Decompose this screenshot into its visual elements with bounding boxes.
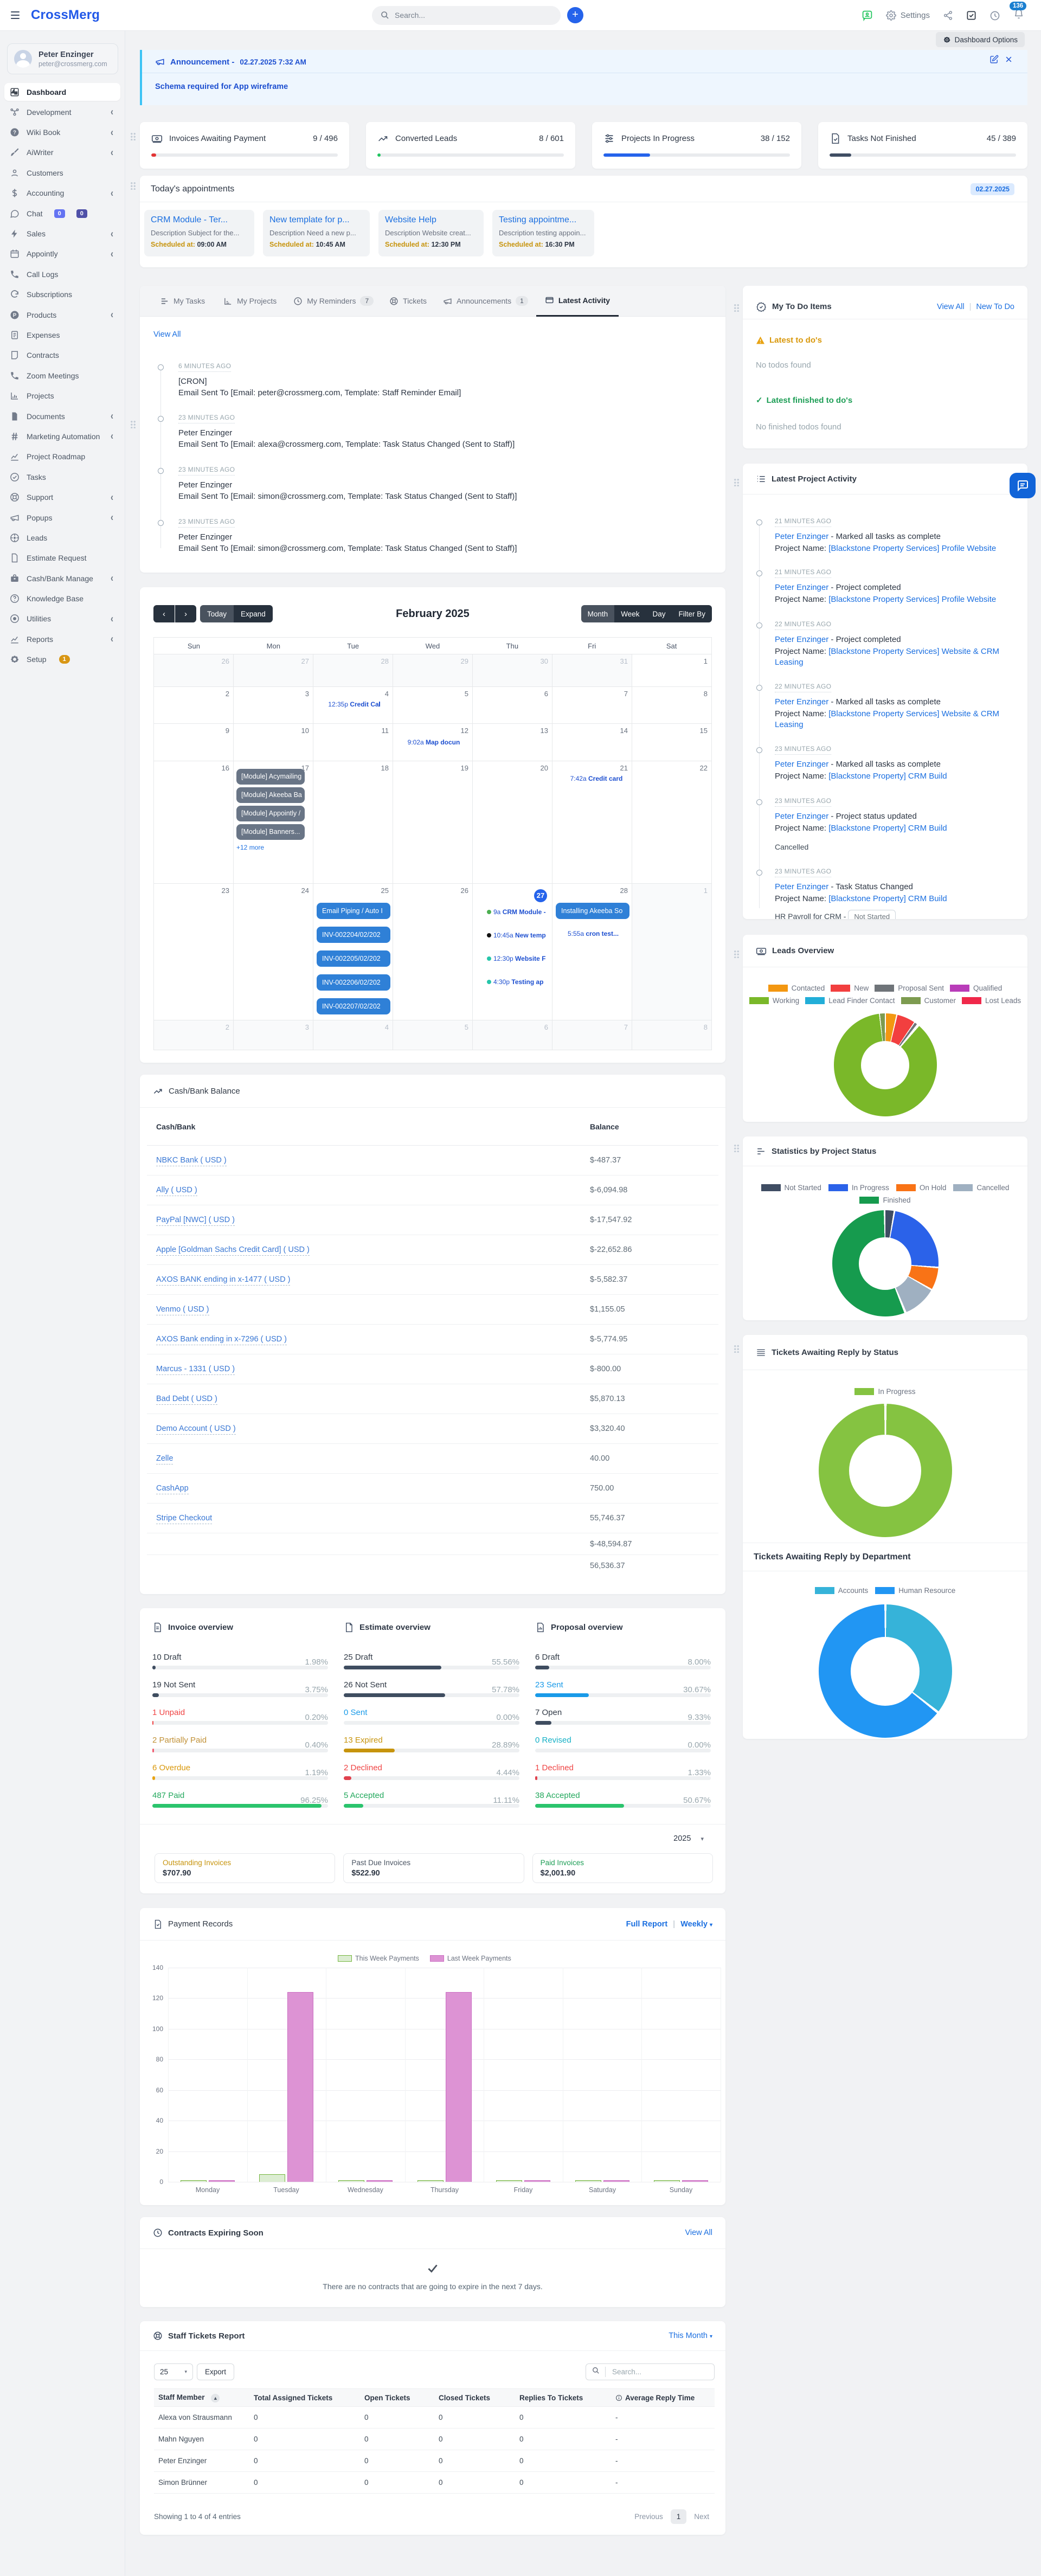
svg-text:?: ? bbox=[13, 130, 16, 136]
svg-text:P: P bbox=[13, 312, 17, 318]
